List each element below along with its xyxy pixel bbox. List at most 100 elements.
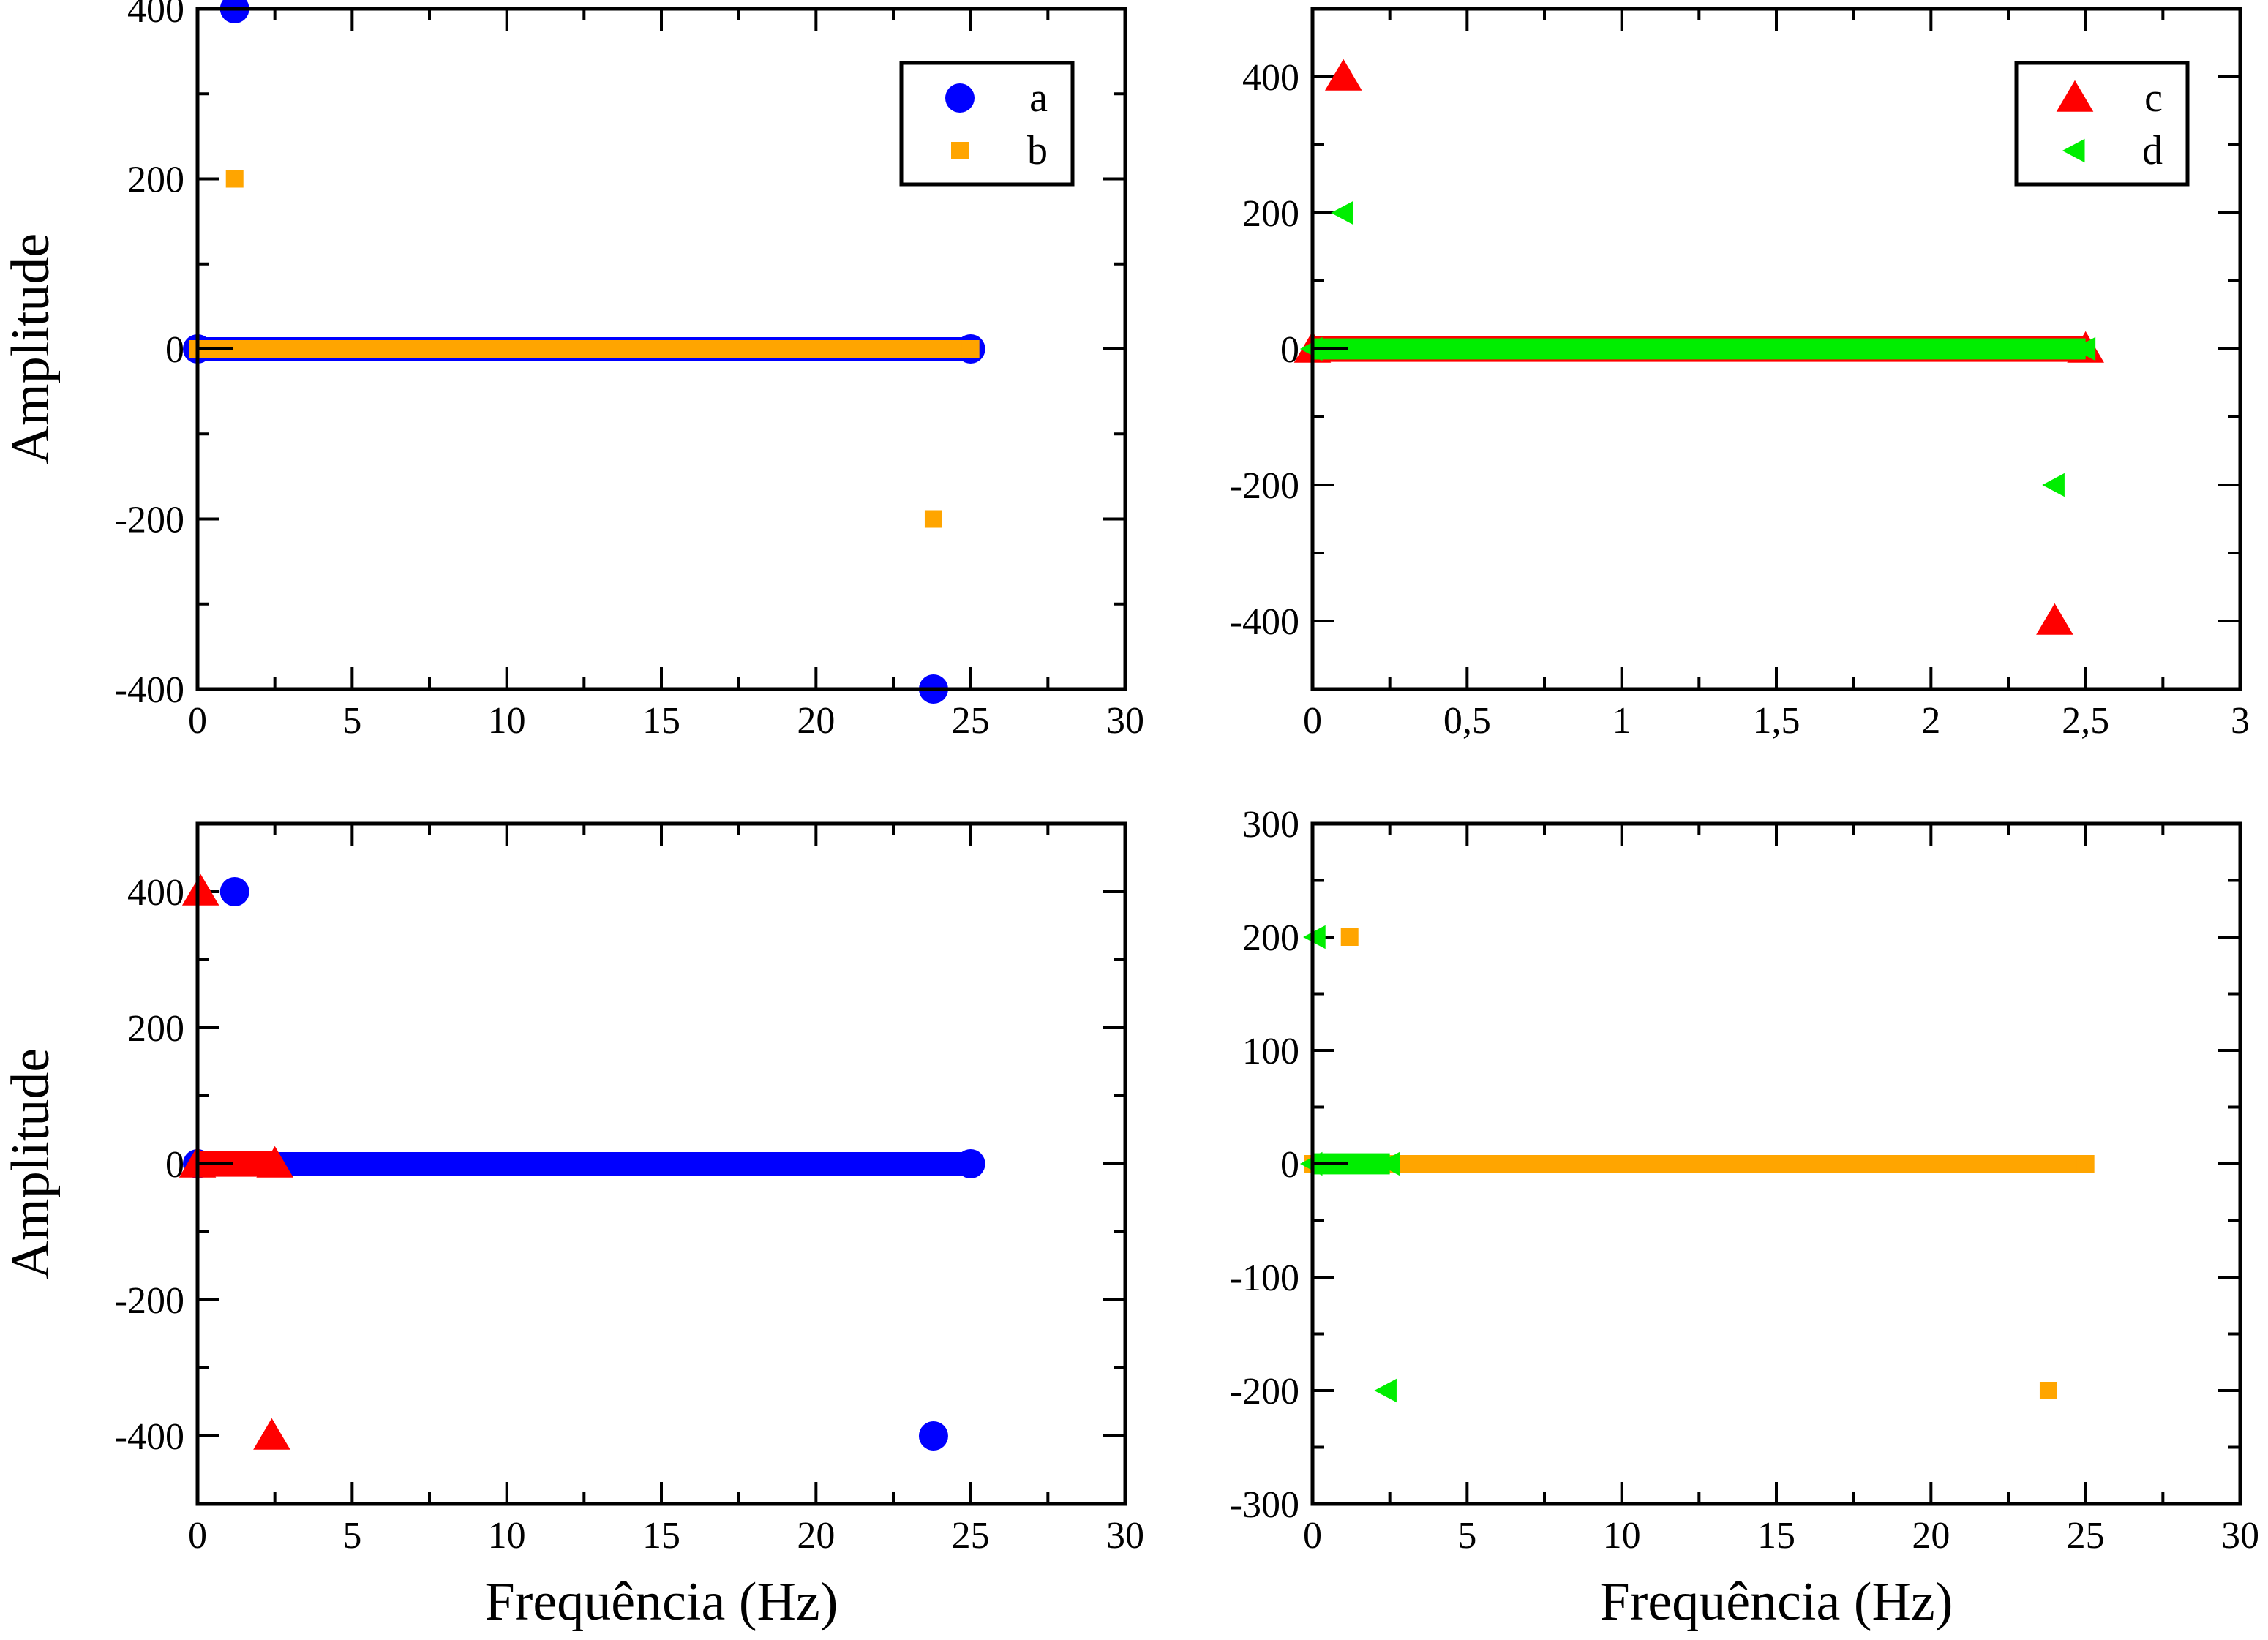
- y-tick-label: 200: [1242, 917, 1299, 959]
- x-tick-label: 20: [797, 1515, 835, 1557]
- series-b: [1304, 928, 2095, 1399]
- y-tick-label: -200: [115, 1280, 184, 1322]
- y-tick-label: -200: [1230, 1371, 1299, 1413]
- x-tick-label: 20: [1912, 1515, 1950, 1557]
- x-tick-label: 15: [1757, 1515, 1795, 1557]
- x-tick-label: 30: [1106, 1515, 1144, 1557]
- y-tick-label: 0: [1280, 329, 1299, 371]
- series-b: [189, 170, 980, 528]
- y-axis-title: Amplitude: [1, 233, 61, 465]
- y-tick-label: -200: [1230, 465, 1299, 507]
- series-a-point: [918, 1421, 948, 1451]
- legend-label-b: b: [1027, 128, 1048, 173]
- y-tick-label: 200: [1242, 193, 1299, 235]
- series-d-point: [1331, 200, 1353, 225]
- x-tick-label: 0,5: [1443, 700, 1491, 742]
- series-a-baseline: [198, 1152, 971, 1176]
- y-tick-label: 200: [127, 1008, 184, 1050]
- series-c-point: [256, 1146, 293, 1178]
- x-tick-label: 2: [1921, 700, 1940, 742]
- series-b-point: [2076, 1155, 2095, 1173]
- series-d-point: [1377, 1151, 1400, 1176]
- x-tick-label: 0: [188, 700, 207, 742]
- y-axis-title: Amplitude: [1, 1048, 61, 1280]
- series-a-point: [219, 0, 249, 23]
- plot-frame: [1310, 7, 2242, 691]
- x-tick-label: 0: [1303, 700, 1322, 742]
- legend-label-c: c: [2144, 75, 2163, 121]
- y-tick-label: 200: [127, 159, 184, 201]
- y-tick-label: 300: [1242, 804, 1299, 846]
- y-tick-label: -400: [1230, 601, 1299, 643]
- series-d: [1299, 200, 2096, 497]
- plot-frame: [1310, 821, 2242, 1506]
- plot-frame: [195, 821, 1127, 1506]
- y-tick-label: 400: [1242, 57, 1299, 99]
- x-tick-label: 25: [952, 1515, 990, 1557]
- legend-box: [899, 61, 1075, 187]
- x-tick-label: 1,5: [1753, 700, 1800, 742]
- legend-marker-c: [2056, 80, 2094, 112]
- series-c-point: [2036, 603, 2073, 635]
- x-tick-label: 1: [1612, 700, 1631, 742]
- plot-frame: [195, 7, 1127, 691]
- panel-bottom-right: 0 5 10 15 20 25 30 -300 -200 -100 0 100 200 300 Frequê…: [1230, 804, 2259, 1632]
- x-tick-label: 10: [1603, 1515, 1641, 1557]
- legend-marker-d: [2062, 138, 2085, 163]
- series-d-baseline: [1313, 338, 2086, 360]
- legend-marker-a: [945, 83, 975, 113]
- y-tick-label: 400: [127, 872, 184, 914]
- series-b-point: [924, 510, 942, 528]
- series-d-point: [2042, 473, 2065, 497]
- series-d-point: [2073, 336, 2096, 361]
- x-tick-label: 30: [1106, 700, 1144, 742]
- legend-label-a: a: [1029, 75, 1048, 121]
- legend: ab: [899, 61, 1075, 187]
- x-tick-label: 5: [342, 700, 361, 742]
- x-tick-label: 10: [488, 700, 526, 742]
- x-tick-label: 2,5: [2062, 700, 2109, 742]
- x-tick-label: 5: [342, 1515, 361, 1557]
- series-a: [183, 877, 985, 1451]
- panel-top-left: 0 5 10 15 20 25 30 -400 -200 0 200 400 Amplitude ab: [1, 0, 1144, 742]
- panel-bottom-left: 0 5 10 15 20 25 30 -400 -200 0 200 400 Amplitude Freq…: [1, 821, 1144, 1632]
- x-tick-label: 25: [952, 700, 990, 742]
- legend-box: [2014, 61, 2190, 187]
- series-a-point: [219, 877, 249, 906]
- y-tick-label: -300: [1230, 1484, 1299, 1526]
- x-tick-label: 15: [642, 1515, 680, 1557]
- panel-top-right: 0 0,5 1 1,5 2 2,5 3 -400 -200 0 200 400 cd: [1230, 7, 2250, 742]
- legend-marker-b: [951, 142, 969, 159]
- series-c-point: [181, 873, 219, 906]
- x-tick-label: 0: [188, 1515, 207, 1557]
- x-axis-title: Frequência (Hz): [485, 1572, 838, 1632]
- x-tick-label: 0: [1303, 1515, 1322, 1557]
- legend-label-d: d: [2142, 128, 2163, 173]
- y-tick-label: 0: [165, 329, 184, 371]
- x-tick-label: 3: [2231, 700, 2250, 742]
- y-tick-label: -100: [1230, 1257, 1299, 1299]
- series-b-baseline: [1313, 1155, 2086, 1173]
- y-tick-label: -200: [115, 500, 184, 541]
- x-tick-label: 30: [2221, 1515, 2259, 1557]
- x-tick-label: 5: [1457, 1515, 1476, 1557]
- x-tick-label: 10: [488, 1515, 526, 1557]
- y-tick-label: -400: [115, 1416, 184, 1458]
- x-tick-label: 25: [2067, 1515, 2105, 1557]
- y-tick-label: 0: [1280, 1144, 1299, 1186]
- series-b-baseline: [198, 340, 971, 358]
- series-c-point: [1324, 59, 1362, 91]
- series-b-point: [225, 170, 244, 188]
- x-tick-label: 15: [642, 700, 680, 742]
- series-b-point: [1340, 928, 1359, 946]
- x-tick-label: 20: [797, 700, 835, 742]
- series-d-point: [1374, 1378, 1397, 1403]
- y-tick-label: -400: [115, 669, 184, 711]
- series-b-point: [2039, 1382, 2057, 1399]
- series-a-point: [955, 1149, 985, 1178]
- series-c-point: [253, 1418, 290, 1450]
- y-tick-label: 400: [127, 0, 184, 31]
- x-axis-title: Frequência (Hz): [1600, 1572, 1953, 1632]
- y-tick-label: 0: [165, 1144, 184, 1186]
